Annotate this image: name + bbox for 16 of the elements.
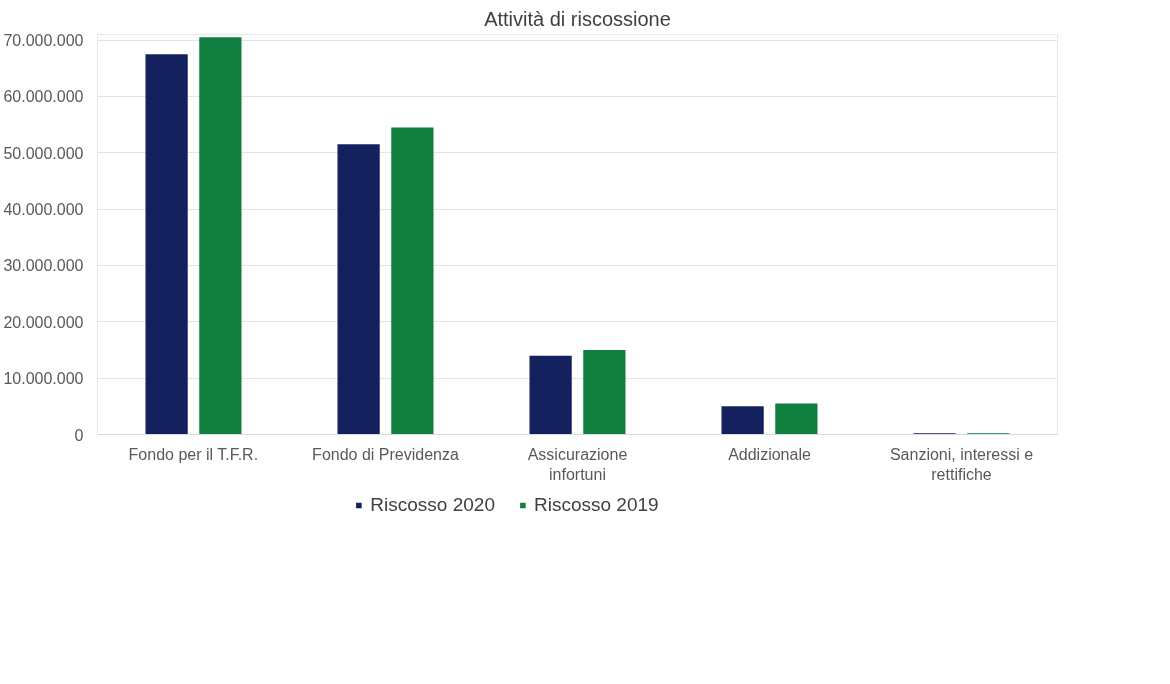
y-tick-label: 60.000.000 <box>3 88 84 106</box>
y-tick-label: 40.000.000 <box>3 201 84 219</box>
x-tick-label: Sanzioni, interessi e rettifiche <box>889 445 1034 483</box>
x-tick-label: Fondo per il T.F.R. <box>128 445 259 463</box>
y-tick-label: 20.000.000 <box>3 313 84 331</box>
y-tick-label: 10.000.000 <box>3 370 84 388</box>
x-tick-label: Assicurazione infortuni <box>527 445 628 483</box>
x-tick-label: Fondo di Previdenza <box>312 445 459 463</box>
y-tick-label: 50.000.000 <box>3 144 84 162</box>
legend-label: Riscosso 2019 <box>533 494 659 516</box>
y-tick-label: 30.000.000 <box>3 257 84 275</box>
y-tick-label: 0 <box>74 426 84 444</box>
legend-label: Riscosso 2020 <box>370 494 495 516</box>
chart-title: Attività di riscossione <box>484 7 671 30</box>
y-tick-label: 70.000.000 <box>3 32 84 50</box>
x-tick-label: Addizionale <box>728 445 811 463</box>
